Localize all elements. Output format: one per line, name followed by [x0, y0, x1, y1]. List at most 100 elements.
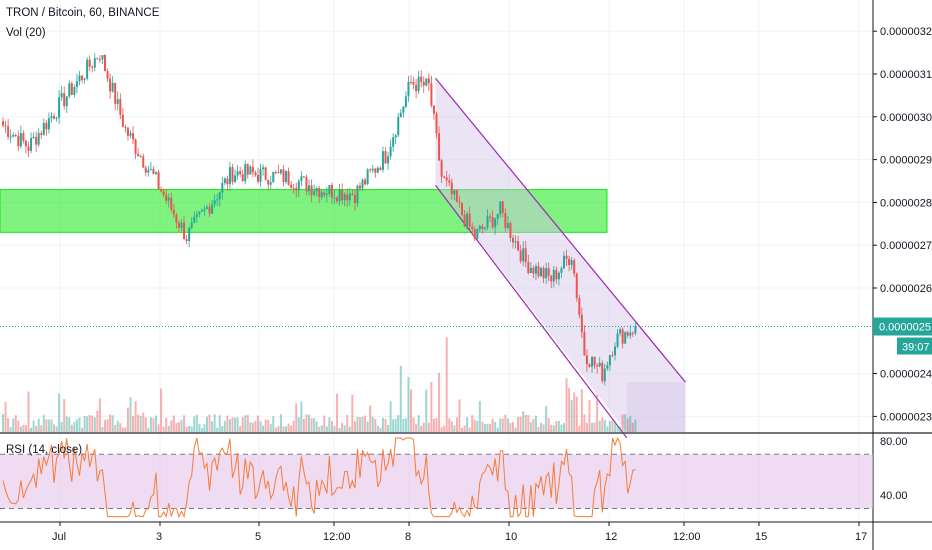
candle-body-0[interactable] — [2, 121, 4, 126]
candle-body-172[interactable] — [440, 160, 443, 177]
candle-body-177[interactable] — [453, 190, 456, 195]
candle-body-164[interactable] — [420, 76, 423, 82]
candle-body-218[interactable] — [557, 272, 560, 280]
candle-body-40[interactable] — [104, 55, 106, 71]
candle-body-171[interactable] — [438, 133, 441, 161]
candle-body-26[interactable] — [68, 83, 71, 97]
candle-body-233[interactable] — [596, 365, 599, 367]
candle-body-61[interactable] — [157, 172, 160, 190]
candle-body-232[interactable] — [593, 356, 596, 366]
candle-body-31[interactable] — [81, 75, 84, 80]
candle-body-4[interactable] — [12, 135, 15, 137]
candle-body-151[interactable] — [387, 156, 390, 164]
candle-body-119[interactable] — [305, 176, 308, 192]
candle-body-203[interactable] — [519, 250, 522, 262]
candle-body-204[interactable] — [522, 248, 525, 262]
candle-body-34[interactable] — [88, 59, 91, 67]
candle-body-214[interactable] — [547, 268, 550, 276]
candle-body-223[interactable] — [570, 260, 573, 265]
candle-body-198[interactable] — [506, 222, 509, 228]
candle-body-228[interactable] — [583, 332, 586, 356]
volume-indicator-label[interactable]: Vol (20) — [6, 27, 46, 39]
candle-body-69[interactable] — [177, 222, 180, 228]
candle-body-201[interactable] — [514, 241, 517, 243]
candle-body-122[interactable] — [313, 191, 316, 195]
candle-body-44[interactable] — [114, 82, 117, 104]
candle-body-10[interactable] — [27, 146, 30, 151]
candle-body-12[interactable] — [32, 136, 35, 138]
candle-body-217[interactable] — [555, 269, 558, 280]
candle-body-33[interactable] — [86, 59, 89, 79]
candle-body-108[interactable] — [277, 172, 280, 174]
candle-body-197[interactable] — [504, 213, 507, 228]
candle-body-185[interactable] — [473, 229, 476, 239]
candle-body-79[interactable] — [203, 208, 206, 211]
candle-body-59[interactable] — [152, 168, 155, 174]
candle-body-65[interactable] — [167, 197, 170, 201]
candle-body-199[interactable] — [509, 222, 512, 238]
rsi-indicator-label[interactable]: RSI (14, close) — [6, 444, 83, 456]
candle-body-52[interactable] — [134, 139, 137, 154]
candle-body-111[interactable] — [285, 171, 288, 182]
candle-body-77[interactable] — [198, 211, 201, 215]
candle-body-123[interactable] — [315, 188, 318, 192]
candle-body-205[interactable] — [524, 248, 527, 263]
candle-body-37[interactable] — [96, 58, 99, 60]
channel-upper-line[interactable] — [435, 77, 686, 383]
candle-body-241[interactable] — [616, 333, 619, 347]
candle-body-156[interactable] — [399, 112, 402, 118]
candle-body-163[interactable] — [417, 76, 420, 92]
candle-body-180[interactable] — [461, 202, 463, 215]
candle-body-183[interactable] — [468, 213, 471, 227]
candle-body-66[interactable] — [170, 197, 173, 210]
candle-body-192[interactable] — [491, 216, 494, 228]
candle-body-134[interactable] — [343, 194, 346, 201]
candle-body-86[interactable] — [221, 183, 224, 193]
candle-body-189[interactable] — [483, 227, 486, 229]
candle-body-195[interactable] — [499, 201, 502, 215]
candle-body-55[interactable] — [142, 156, 145, 168]
candle-body-96[interactable] — [246, 164, 249, 175]
candle-body-139[interactable] — [356, 185, 359, 204]
candle-body-67[interactable] — [172, 209, 175, 215]
candle-body-72[interactable] — [185, 239, 188, 242]
candle-body-175[interactable] — [448, 180, 451, 183]
candle-body-182[interactable] — [466, 213, 469, 227]
candle-body-155[interactable] — [397, 117, 400, 136]
candle-body-114[interactable] — [292, 188, 295, 190]
candle-body-91[interactable] — [234, 175, 237, 182]
candle-body-128[interactable] — [328, 184, 331, 195]
candle-body-161[interactable] — [412, 82, 415, 85]
candle-body-127[interactable] — [325, 194, 328, 196]
candle-body-58[interactable] — [149, 168, 152, 170]
candle-body-8[interactable] — [22, 133, 25, 141]
candle-body-143[interactable] — [366, 169, 369, 185]
candle-body-60[interactable] — [155, 172, 157, 174]
candle-body-236[interactable] — [603, 368, 606, 382]
candle-body-210[interactable] — [537, 266, 540, 277]
candle-body-215[interactable] — [550, 275, 553, 282]
candle-body-133[interactable] — [341, 189, 344, 201]
candle-body-209[interactable] — [534, 266, 537, 274]
candle-body-131[interactable] — [336, 197, 339, 202]
candle-body-49[interactable] — [126, 127, 129, 136]
candle-body-145[interactable] — [371, 168, 374, 171]
candle-body-116[interactable] — [297, 181, 300, 191]
candle-body-181[interactable] — [463, 214, 466, 227]
candle-body-113[interactable] — [290, 184, 293, 189]
candle-body-149[interactable] — [381, 151, 384, 170]
candle-body-110[interactable] — [282, 169, 285, 182]
candle-body-230[interactable] — [588, 364, 591, 367]
candle-body-35[interactable] — [91, 66, 94, 68]
candle-body-179[interactable] — [458, 201, 461, 203]
candle-body-63[interactable] — [162, 191, 165, 195]
candle-body-97[interactable] — [249, 166, 252, 175]
candle-body-221[interactable] — [565, 255, 568, 259]
candle-body-130[interactable] — [333, 197, 336, 199]
candle-body-169[interactable] — [432, 105, 435, 114]
candle-body-245[interactable] — [626, 332, 629, 336]
candle-body-152[interactable] — [389, 146, 392, 157]
candle-body-157[interactable] — [402, 106, 405, 113]
candle-body-24[interactable] — [63, 93, 66, 107]
candle-body-186[interactable] — [476, 229, 479, 239]
